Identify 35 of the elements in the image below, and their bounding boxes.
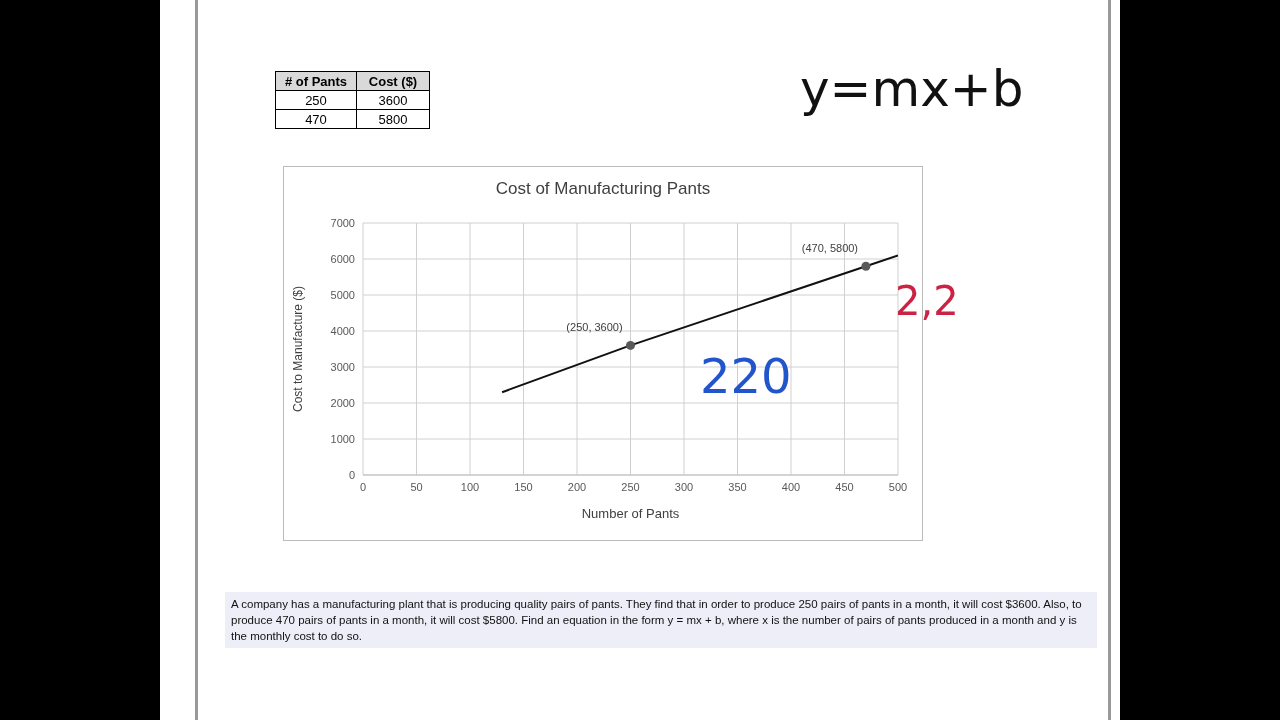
y-tick-label: 2000 — [330, 396, 355, 409]
y-tick-label: 3000 — [330, 360, 355, 373]
text: 470 — [275, 109, 357, 129]
annotation: 2,2 — [895, 278, 959, 324]
text: Cost ($) — [356, 71, 430, 91]
x-tick-label: 250 — [621, 480, 640, 493]
x-tick-label: 50 — [410, 480, 423, 493]
text: # of Pants — [275, 71, 357, 91]
x-tick-label: 150 — [514, 480, 533, 493]
line-series — [501, 254, 898, 394]
x-tick-label: 350 — [728, 480, 747, 493]
chart-title: Cost of Manufacturing Pants — [494, 179, 712, 199]
y-axis-title: Cost to Manufacture ($) — [291, 285, 306, 413]
x-tick-label: 300 — [674, 480, 694, 493]
x-tick-label: 450 — [835, 480, 854, 493]
x-tick-label: 0 — [359, 480, 367, 493]
annotation: (470, 5800) — [801, 242, 859, 255]
text: 250 — [275, 90, 357, 110]
x-tick-label: 100 — [460, 480, 480, 493]
y-tick-label: 6000 — [330, 252, 355, 265]
y-tick-label: 5000 — [330, 288, 355, 301]
x-tick-label: 400 — [781, 480, 801, 493]
text: A company has a manufacturing plant that is producing quality pairs of pants. They find that in order to produce 250 pairs of pants in a month, it will cost $3600. Also, to produce 470 pairs of pants in a month, it will cost $5800. Find an equation in the form y = mx + b, where x is the number of pairs of pants produced in a month and y is the monthly cost to do so. — [225, 592, 1097, 648]
x-tick-label: 200 — [567, 480, 587, 493]
annotation: (250, 3600) — [566, 321, 623, 334]
text: 3600 — [356, 90, 430, 110]
y-tick-label: 7000 — [330, 216, 355, 229]
text: 5800 — [356, 109, 430, 129]
y-tick-label: 1000 — [330, 432, 355, 445]
y-tick-label: 0 — [348, 468, 355, 481]
x-axis-title: Number of Pants — [581, 506, 680, 521]
annotation: 220 — [700, 348, 792, 404]
y-tick-label: 4000 — [330, 324, 355, 337]
x-tick-label: 500 — [888, 480, 908, 493]
text: y=mx+b — [800, 60, 1024, 118]
